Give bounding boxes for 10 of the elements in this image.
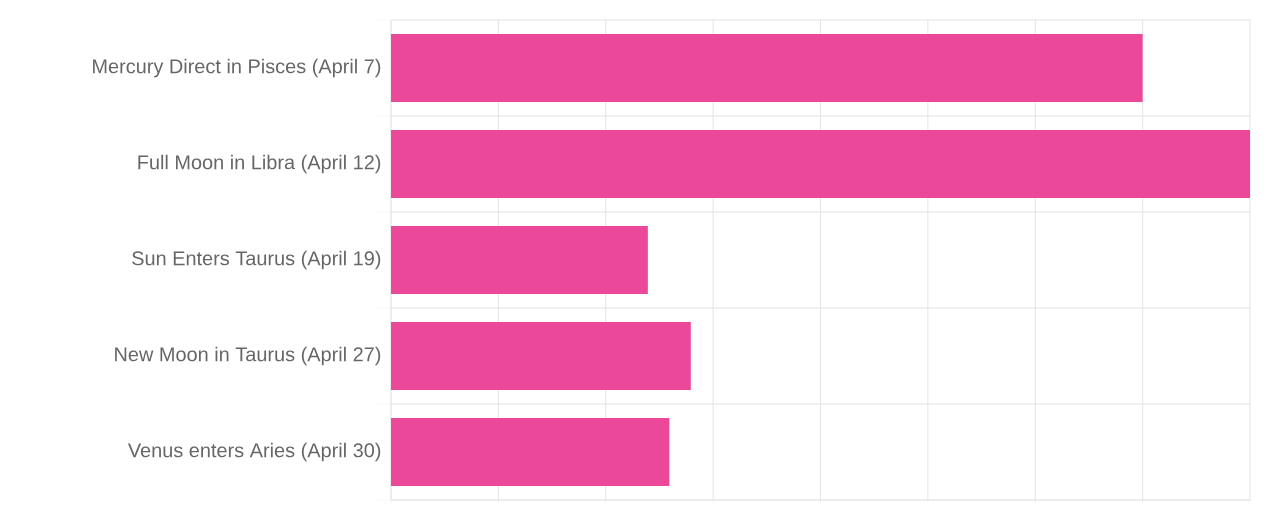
y-tick-label: Venus enters Aries (April 30): [127, 442, 381, 462]
bar: [391, 321, 691, 391]
y-tick-label: Mercury Direct in Pisces (April 7): [93, 58, 381, 78]
bar: [391, 225, 648, 295]
bar: [391, 33, 1143, 103]
y-tick-label: Full Moon in Libra (April 12): [138, 154, 381, 174]
bar: [391, 129, 1251, 199]
y-tick-label: Sun Enters Taurus (April 19): [132, 250, 381, 270]
bar: [391, 417, 670, 487]
y-tick-label: New Moon in Taurus (April 27): [115, 346, 381, 366]
